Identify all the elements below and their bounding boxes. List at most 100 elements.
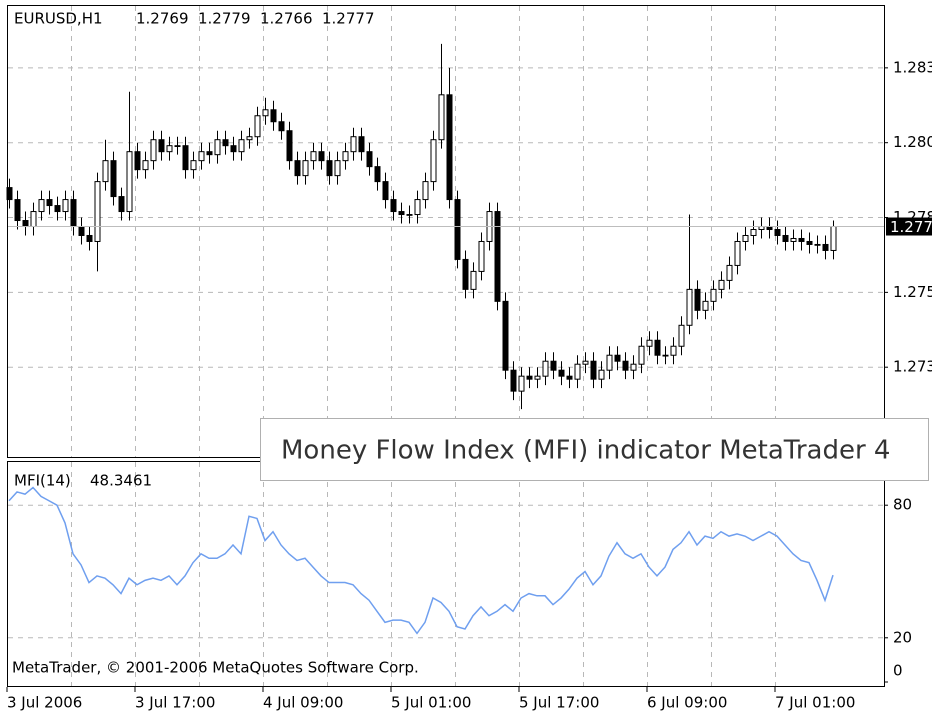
candle-body bbox=[86, 234, 93, 242]
candle-body bbox=[518, 375, 525, 392]
y-tick-label: 80 bbox=[893, 496, 912, 514]
candle-body bbox=[246, 136, 253, 141]
y-tick-label: 1.280 bbox=[893, 133, 932, 151]
candle-body bbox=[382, 181, 389, 201]
candle-body bbox=[774, 229, 781, 236]
candle-body bbox=[718, 279, 725, 290]
y-tick-label: 1.275 bbox=[893, 283, 932, 301]
candle-body bbox=[174, 145, 181, 147]
candle-body bbox=[54, 205, 61, 213]
candle-body bbox=[198, 151, 205, 162]
candle-body bbox=[22, 220, 29, 228]
candle-body bbox=[494, 211, 501, 302]
candle-body bbox=[38, 199, 45, 213]
candle-body bbox=[70, 199, 77, 228]
candle-body bbox=[710, 288, 717, 302]
price-marker-label: 1.277 bbox=[890, 218, 932, 236]
candle-body bbox=[390, 199, 397, 213]
candle-body bbox=[790, 237, 797, 242]
candle-body bbox=[814, 243, 821, 246]
price-marker bbox=[886, 217, 932, 236]
candle-body bbox=[406, 214, 413, 216]
candle-body bbox=[750, 229, 757, 236]
candle-body bbox=[694, 288, 701, 311]
candle-body bbox=[630, 363, 637, 371]
candle-body bbox=[702, 300, 709, 311]
price-panel bbox=[7, 5, 885, 458]
candle-body bbox=[598, 369, 605, 380]
x-tick-label: 6 Jul 09:00 bbox=[647, 694, 727, 712]
candle-body bbox=[726, 264, 733, 281]
candle-body bbox=[190, 160, 197, 171]
candle-body bbox=[534, 375, 541, 380]
candle-body bbox=[622, 360, 629, 371]
candle-body bbox=[830, 226, 837, 251]
mfi-line bbox=[8, 486, 834, 635]
candle-body bbox=[238, 139, 245, 153]
candle-body bbox=[334, 160, 341, 177]
candle-body bbox=[214, 139, 221, 156]
candle-body bbox=[606, 354, 613, 371]
candle-body bbox=[102, 160, 109, 183]
candle-body bbox=[398, 211, 405, 216]
candle-body bbox=[302, 160, 309, 177]
indicator-name: MFI(14) bbox=[14, 472, 71, 490]
candle-body bbox=[542, 360, 549, 377]
candle-body bbox=[374, 166, 381, 183]
candle-body bbox=[46, 199, 53, 207]
candle-body bbox=[270, 109, 277, 123]
x-tick-label: 3 Jul 2006 bbox=[7, 694, 82, 712]
candle-body bbox=[30, 211, 37, 228]
candle-body bbox=[110, 160, 117, 198]
candle-body bbox=[366, 151, 373, 168]
y-tick-label: 0 bbox=[893, 662, 903, 680]
caption: Money Flow Index (MFI) indicator MetaTra… bbox=[281, 436, 890, 466]
candle-body bbox=[150, 139, 157, 162]
candle-body bbox=[310, 151, 317, 162]
candle-body bbox=[126, 151, 133, 213]
candle-body bbox=[222, 139, 229, 147]
candle-body bbox=[574, 363, 581, 380]
candle-body bbox=[350, 136, 357, 153]
candle-body bbox=[206, 151, 213, 156]
candle-body bbox=[142, 160, 149, 171]
candle-body bbox=[446, 94, 453, 201]
ohlc-open: 1.2769 bbox=[136, 10, 189, 28]
x-tick-label: 5 Jul 01:00 bbox=[391, 694, 471, 712]
candle-body bbox=[358, 136, 365, 153]
candle-body bbox=[182, 145, 189, 171]
candle-body bbox=[286, 130, 293, 162]
candle-body bbox=[614, 354, 621, 362]
ohlc-close: 1.2777 bbox=[322, 10, 375, 28]
candle-body bbox=[438, 94, 445, 141]
candle-body bbox=[454, 199, 461, 260]
candle-body bbox=[822, 243, 829, 251]
x-tick-label: 4 Jul 09:00 bbox=[263, 694, 343, 712]
candle-body bbox=[670, 345, 677, 356]
candle-body bbox=[462, 258, 469, 290]
candle-body bbox=[118, 196, 125, 213]
candle-body bbox=[806, 240, 813, 245]
x-tick-label: 7 Jul 01:00 bbox=[775, 694, 855, 712]
caption-box bbox=[260, 418, 929, 481]
candle-body bbox=[798, 237, 805, 242]
candle-body bbox=[654, 339, 661, 356]
y-tick-label: 20 bbox=[893, 628, 912, 646]
indicator-value: 48.3461 bbox=[90, 472, 152, 490]
candle-body bbox=[14, 199, 21, 222]
candle-body bbox=[470, 270, 477, 290]
candle-body bbox=[254, 115, 261, 138]
candle-body bbox=[94, 181, 101, 242]
candle-body bbox=[478, 240, 485, 272]
candle-body bbox=[414, 199, 421, 216]
candle-body bbox=[638, 345, 645, 365]
ohlc-low: 1.2766 bbox=[260, 10, 313, 28]
candle-body bbox=[134, 151, 141, 171]
candle-body bbox=[550, 360, 557, 371]
watermark: MetaTrader, © 2001-2006 MetaQuotes Softw… bbox=[12, 659, 419, 677]
y-tick-label: 1.273 bbox=[893, 358, 932, 376]
candle-body bbox=[318, 151, 325, 162]
